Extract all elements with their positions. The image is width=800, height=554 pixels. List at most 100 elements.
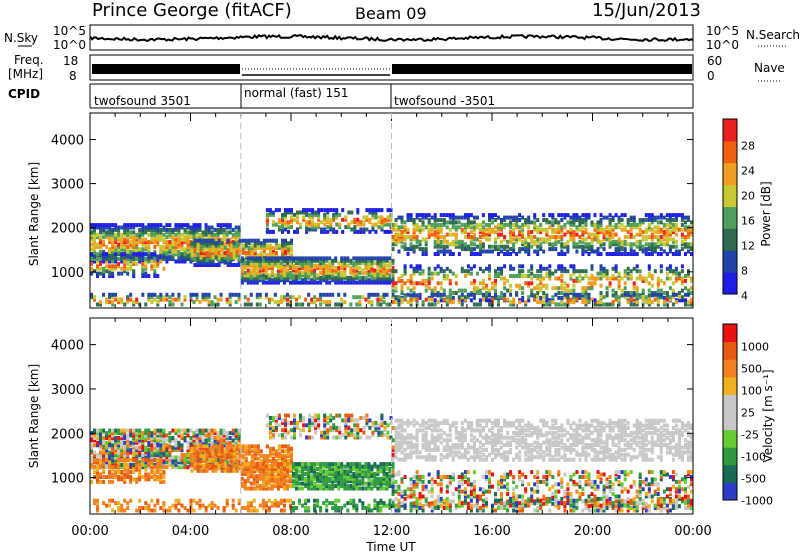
velocity-cell-790 (162, 472, 166, 477)
velocity-cell-1212 (295, 481, 298, 486)
velocity-cell-1062 (243, 471, 247, 476)
power-cell-2539 (662, 215, 666, 220)
power-cell-196 (135, 249, 139, 254)
power-cell-1244 (310, 263, 314, 268)
velocity-cell-3 (90, 455, 93, 460)
power-cell-1931 (463, 230, 467, 235)
power-cell-1313 (334, 270, 338, 275)
power-cell-1615 (329, 208, 333, 213)
power-cell-2047 (503, 237, 507, 242)
power-cell-1910 (454, 220, 458, 225)
power-cell-3144 (687, 288, 690, 293)
power-cell-2204 (557, 227, 561, 232)
power-cell-1505 (271, 220, 275, 225)
power-cell-1495 (265, 217, 269, 222)
power-cell-375 (177, 230, 181, 235)
power-cell-1048 (249, 268, 253, 273)
velocity-cell-872 (220, 454, 224, 459)
power-cell-871 (238, 258, 242, 263)
power-cell-2717 (439, 269, 443, 274)
power-cell-788 (205, 250, 209, 255)
power-cell-3402 (460, 302, 464, 307)
power-cell-2549 (665, 218, 669, 222)
power-cell-34 (96, 235, 99, 240)
velocity-cell-186 (129, 440, 133, 445)
power-cell-636 (96, 259, 99, 264)
power-cell-2315 (593, 227, 597, 232)
velocity-cell-722 (126, 467, 130, 472)
power-cell-1757 (406, 230, 410, 235)
power-cell-1072 (255, 261, 259, 266)
power-cell-3250 (228, 300, 232, 305)
power-cell-2242 (569, 215, 573, 220)
power-cell-2800 (494, 274, 497, 278)
power-cell-1942 (466, 222, 470, 227)
power-cell-1197 (295, 256, 298, 261)
power-cell-1641 (350, 220, 354, 225)
power-cell-1563 (305, 212, 309, 217)
power-cell-792 (205, 238, 209, 243)
power-cell-3555 (687, 292, 690, 297)
power-cell-2615 (687, 218, 690, 222)
power-cell-1630 (338, 212, 342, 217)
power-cell-2386 (614, 213, 618, 218)
power-cell-2680 (418, 271, 422, 276)
power-cell-402 (183, 223, 187, 228)
power-cell-874 (238, 248, 242, 253)
velocity-cell-864 (217, 454, 221, 459)
power-colorbar-swatch-2 (723, 228, 737, 251)
power-cell-2305 (590, 244, 594, 249)
velocity-cell-325 (159, 431, 163, 436)
power-cell-2546 (665, 230, 669, 235)
velocity-cell-57 (102, 445, 106, 450)
power-cell-1438 (376, 268, 380, 273)
power-cell-3495 (611, 302, 615, 307)
power-cell-2973 (587, 276, 591, 281)
power-cell-2330 (596, 220, 600, 225)
power-cell-2886 (545, 298, 549, 303)
velocity-cell-338 (162, 436, 166, 440)
power-cell-1614 (329, 217, 333, 222)
power-cell-2945 (572, 264, 576, 269)
power-cell-1000 (284, 241, 287, 246)
power-cell-239 (144, 237, 148, 242)
velocity-cell-753 (144, 472, 148, 477)
velocity-cell-706 (120, 477, 124, 482)
power-cell-2933 (569, 288, 573, 293)
power-cell-798 (208, 248, 212, 253)
power-cell-1774 (412, 235, 416, 239)
velocity-cell-652 (90, 462, 93, 467)
velocity-cell-156 (123, 455, 127, 460)
power-cell-351 (171, 227, 175, 232)
power-cell-1984 (478, 222, 482, 227)
power-cell-854 (232, 255, 236, 260)
power-cell-2540 (665, 252, 669, 256)
velocity-cell-31 (96, 433, 99, 438)
power-cell-1164 (286, 270, 289, 275)
power-cell-364 (177, 259, 181, 264)
velocity-cell-844 (208, 451, 212, 456)
power-cell-2328 (596, 225, 600, 230)
power-cell-2763 (475, 291, 479, 295)
power-cell-2533 (662, 242, 666, 247)
power-cell-1159 (283, 258, 286, 263)
velocity-cell-371 (171, 438, 175, 443)
velocity-cell-309 (156, 433, 160, 438)
power-cell-334 (168, 240, 172, 245)
velocity-cell-1285 (319, 484, 323, 489)
power-cell-1746 (403, 244, 407, 249)
power-cell-2899 (548, 264, 552, 269)
velocity-cell-1098 (255, 474, 259, 479)
velocity-cell-218 (138, 455, 142, 460)
velocity-cell-193 (132, 455, 136, 460)
power-cell-3132 (680, 298, 684, 303)
velocity-cell-1089 (252, 469, 256, 474)
power-cell-191 (132, 225, 136, 230)
velocity-cell-40 (99, 450, 102, 455)
velocity-cell-342 (165, 465, 169, 470)
power-cell-3361 (400, 300, 404, 305)
power-cell-2086 (515, 222, 519, 227)
power-cell-1570 (308, 212, 312, 217)
power-cell-45 (99, 240, 102, 245)
power-cell-2310 (590, 220, 594, 225)
